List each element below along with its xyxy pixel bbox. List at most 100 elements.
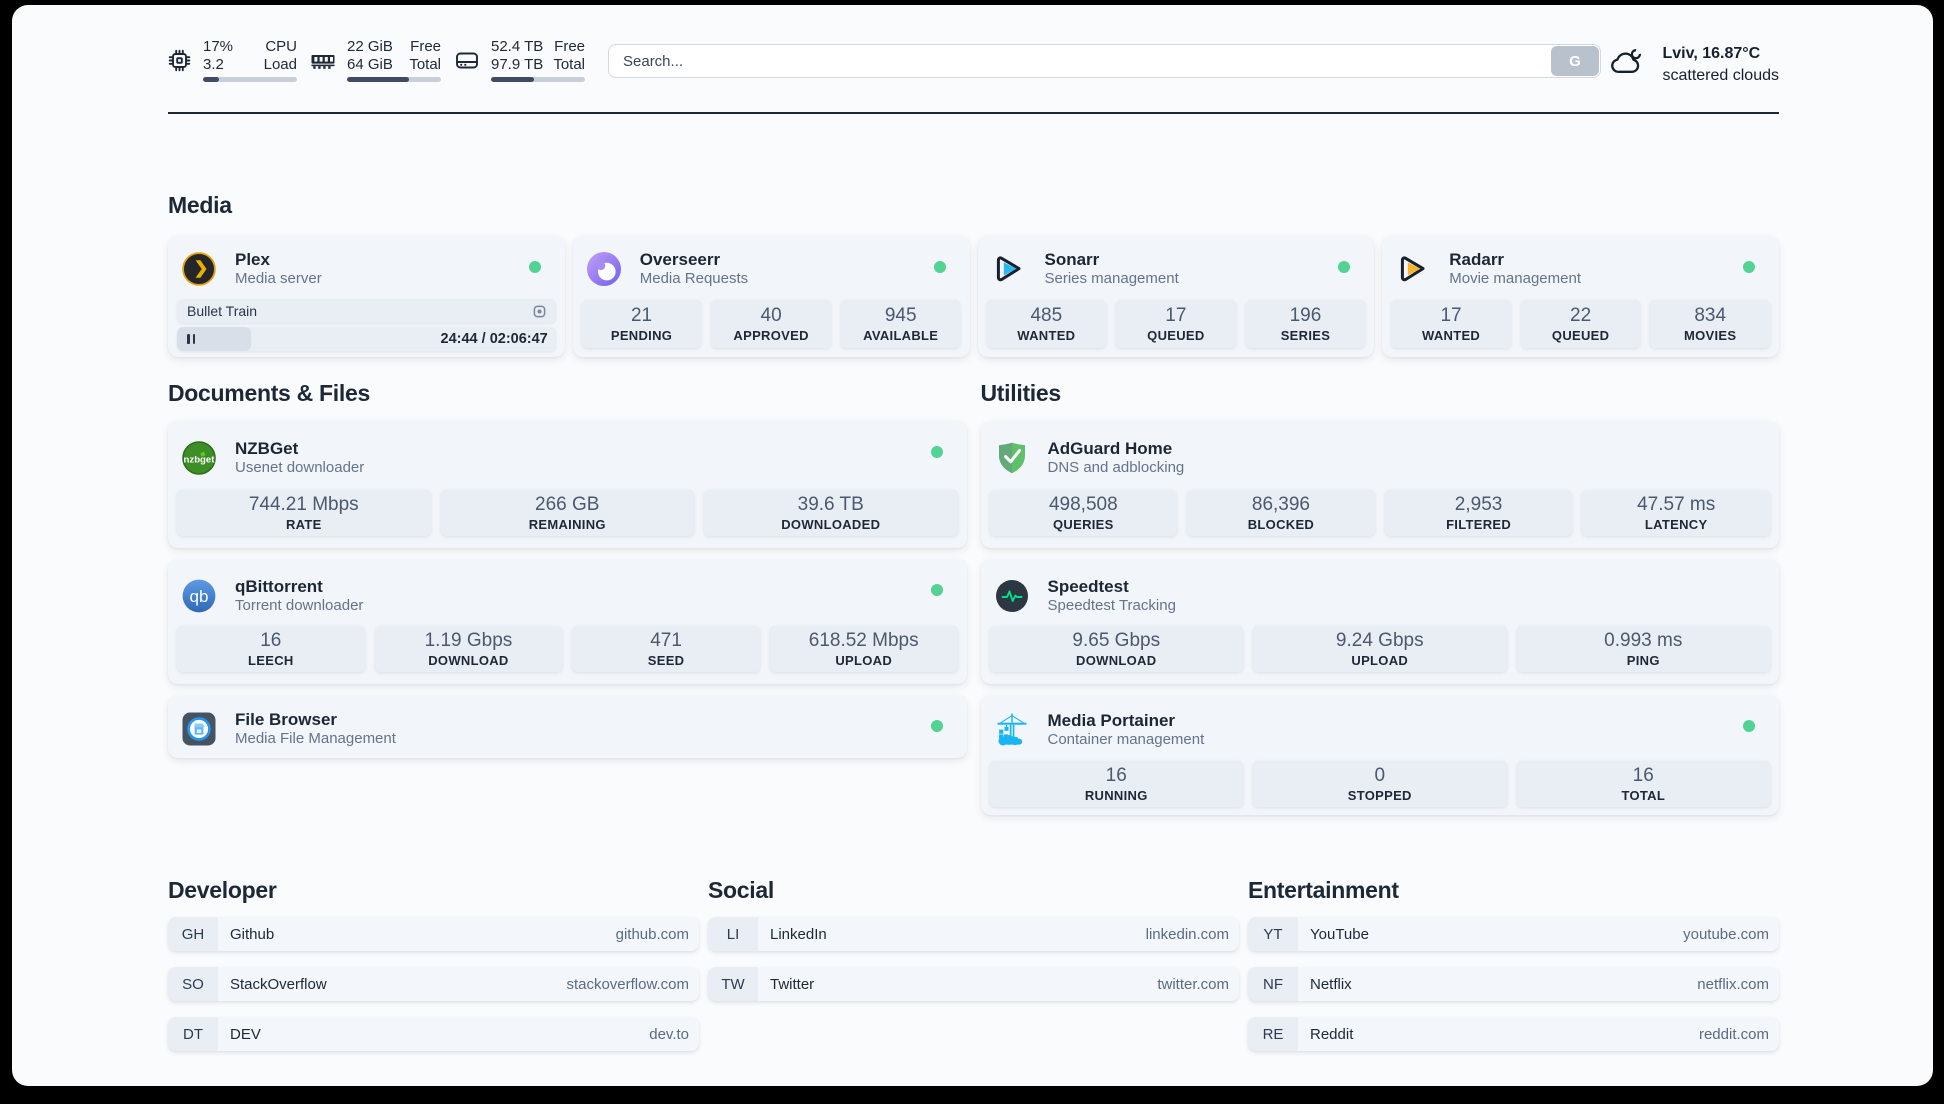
adguard-icon [995,441,1029,475]
disk-label-1: Free [554,38,585,55]
stat-label: FILTERED [1446,516,1512,532]
stat-block: 498,508 QUERIES [989,490,1178,536]
bookmark-stackoverflow[interactable]: SO StackOverflow stackoverflow.com [168,967,699,1001]
bookmark-name: YouTube [1310,925,1369,943]
weather-location: Lviv, 16.87°C [1662,45,1761,62]
service-name[interactable]: AdGuard Home [1047,439,1173,458]
stat-block: 16 RUNNING [989,761,1243,807]
service-name[interactable]: Sonarr [1044,250,1100,269]
stat-label: UPLOAD [835,652,893,668]
service-name[interactable]: Media Portainer [1047,711,1176,730]
cpu-label-2: Load [263,55,297,73]
overseerr-icon [586,251,621,286]
bookmark-url: twitter.com [1157,975,1229,993]
disk-labels: Free Total [553,38,585,73]
section-media: Media Plex Media server [168,190,1779,357]
stat-block: 196 SERIES [1245,300,1366,348]
bookmark-reddit[interactable]: RE Reddit reddit.com [1248,1017,1779,1051]
stat-label: APPROVED [733,327,809,343]
stat-value: 39.6 TB [797,493,864,515]
status-dot [933,261,946,273]
bookmark-linkedin[interactable]: LI LinkedIn linkedin.com [708,917,1239,951]
memory-values: 22 GiB 64 GiB [347,38,393,73]
stat-label: WANTED [1017,327,1076,343]
bookmark-abbr: NF [1248,967,1298,1001]
stat-value: 21 [630,304,653,326]
radarr-icon [1396,252,1430,286]
stat-block: 945 AVAILABLE [840,300,961,348]
stat-label: QUEUED [1147,327,1205,343]
bookmark-abbr: RE [1248,1017,1298,1051]
bookmark-name: Netflix [1310,975,1352,993]
camera-icon [532,304,547,319]
stat-value: 86,396 [1251,493,1310,515]
service-card-radarr: Radarr Movie management 17 WANTED 22 QUE… [1382,236,1779,357]
service-name[interactable]: qBittorrent [235,577,323,596]
status-dot [930,720,943,732]
memory-label-2: Total [409,55,441,73]
stat-value: 16 [1632,764,1654,786]
stat-label: DOWNLOADED [781,516,881,532]
stat-value: 2,953 [1454,493,1503,515]
memory-icon [311,49,335,72]
service-description: Media server [235,270,322,287]
disk-values: 52.4 TB 97.9 TB [491,38,543,73]
status-dot [1743,261,1755,273]
weather-condition: scattered clouds [1662,66,1779,84]
status-dot [1743,720,1755,732]
memory-value-1: 22 GiB [347,38,393,55]
service-name[interactable]: File Browser [235,710,338,729]
bookmark-abbr: YT [1248,917,1298,951]
cpu-value-2: 3.2 [203,55,224,73]
header-divider [168,112,1779,114]
service-name[interactable]: Radarr [1449,250,1505,269]
search-box: G [608,44,1601,78]
service-name[interactable]: NZBGet [235,439,299,458]
stat-block: 22 QUEUED [1520,300,1641,348]
bookmark-abbr: LI [708,917,758,951]
stat-block: 266 GB REMAINING [440,490,694,536]
bookmark-url: dev.to [649,1025,689,1043]
service-name[interactable]: Speedtest [1047,577,1129,596]
stat-value: 1.19 Gbps [424,629,513,651]
bookmark-url: netflix.com [1697,975,1769,993]
cpu-label-1: CPU [265,38,297,55]
bookmark-name: Github [230,925,275,943]
stat-label: LEECH [248,652,294,668]
weather-text: Lviv, 16.87°C scattered clouds [1662,43,1779,86]
stat-label: PENDING [610,327,673,343]
disk-label-2: Total [553,55,585,73]
bookmark-group-title: Social [708,877,774,903]
disk-progressbar [491,77,585,82]
stat-value: 47.57 ms [1637,493,1716,515]
service-description: Series management [1044,270,1179,287]
bookmark-twitter[interactable]: TW Twitter twitter.com [708,967,1239,1001]
status-dot [930,446,943,458]
service-card-nzbget: nzbget NZBGet Usenet downloader 744. [168,421,967,548]
bookmark-youtube[interactable]: YT YouTube youtube.com [1248,917,1779,951]
bookmark-group-developer: Developer GH Github github.com SO StackO… [168,875,699,1051]
weather-widget: Lviv, 16.87°C scattered clouds [1610,43,1779,86]
stat-value: 0 [1374,764,1386,786]
service-description: DNS and adblocking [1047,459,1185,476]
bookmark-github[interactable]: GH Github github.com [168,917,699,951]
stat-block: 86,396 BLOCKED [1187,490,1375,536]
service-card-plex: Plex Media server Bullet Train [168,236,565,357]
stat-label: SEED [647,652,685,668]
service-card-filebrowser: File Browser Media File Management [168,695,967,758]
stat-label: TOTAL [1621,787,1666,803]
search-provider-button[interactable]: G [1551,46,1599,76]
service-name[interactable]: Overseerr [639,250,721,269]
cpu-values: 17% 3.2 [203,38,233,73]
stat-block: 16 LEECH [177,626,365,672]
service-description: Torrent downloader [235,597,364,614]
bookmark-dev[interactable]: DT DEV dev.to [168,1017,699,1051]
search-input[interactable] [608,44,1601,78]
stat-value: 16 [1105,764,1127,786]
stat-label: RATE [285,516,322,532]
stat-block: 21 PENDING [581,300,702,348]
bookmark-url: youtube.com [1683,925,1769,943]
bookmark-url: reddit.com [1698,1025,1769,1043]
service-name[interactable]: Plex [235,250,270,269]
bookmark-netflix[interactable]: NF Netflix netflix.com [1248,967,1779,1001]
